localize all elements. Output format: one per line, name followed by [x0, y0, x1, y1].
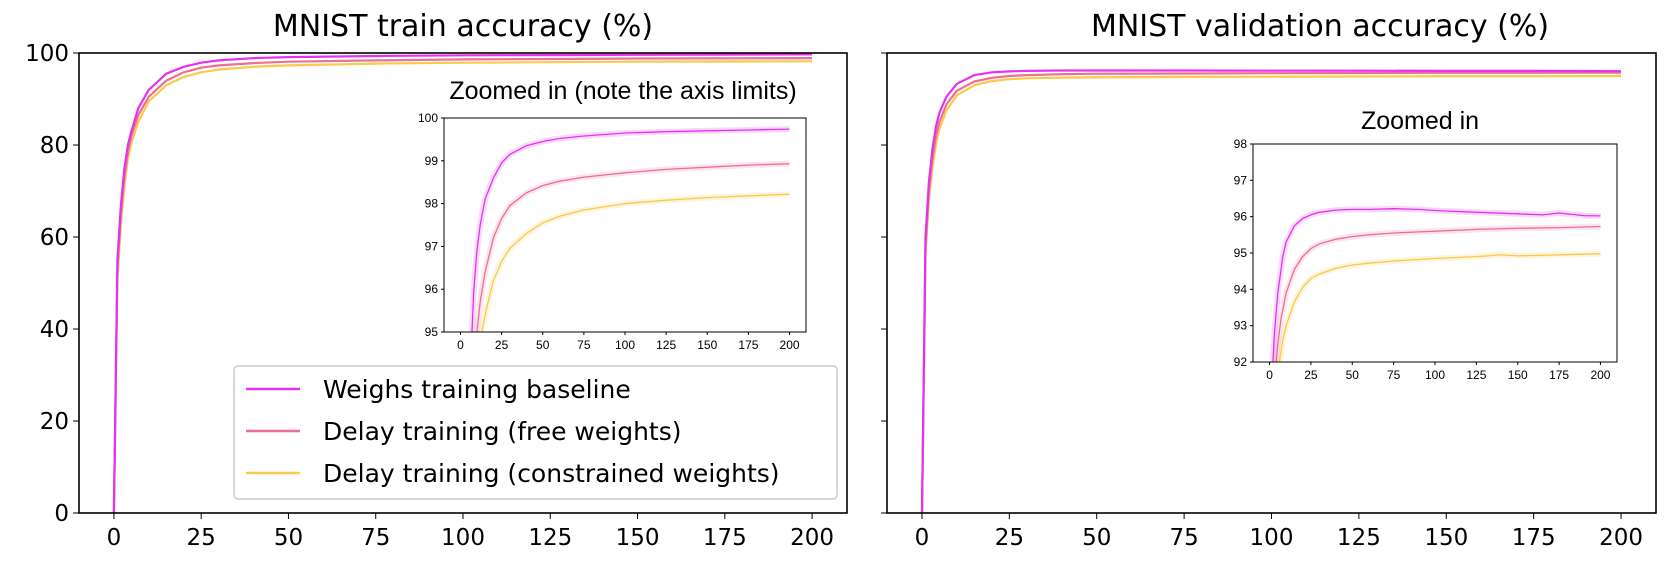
- val-line-constrained: [920, 74, 1622, 514]
- train-ytick-label-0: 0: [54, 501, 69, 527]
- train_inset-xtick-label-8: 200: [780, 338, 800, 352]
- train-ytick-label-4: 80: [40, 133, 69, 159]
- legend-label-constrained: Delay training (constrained weights): [323, 459, 780, 488]
- val_inset-ytick-label-5: 97: [1234, 173, 1248, 187]
- train-ytick-label-2: 40: [40, 317, 69, 343]
- val_inset-xtick-label-6: 150: [1508, 368, 1528, 382]
- val_inset-line-free: [1275, 225, 1601, 363]
- val_inset-ytick-label-1: 93: [1234, 319, 1248, 333]
- train-inset-series-lines: [469, 126, 790, 333]
- val-xtick-label-1: 25: [995, 525, 1024, 551]
- legend-label-free: Delay training (free weights): [323, 417, 682, 446]
- train_inset-line-constrained: [481, 193, 790, 333]
- train-inset-title: Zoomed in (note the axis limits): [449, 77, 796, 105]
- train-xtick-label-2: 50: [274, 525, 303, 551]
- train-xtick-label-0: 0: [107, 525, 122, 551]
- train_inset-xtick-label-3: 75: [577, 338, 591, 352]
- train-inset: Zoomed in (note the axis limits) 0 25 50 75…: [418, 77, 807, 352]
- train-ytick-label-1: 20: [40, 409, 69, 435]
- validation-panel: MNIST validation accuracy (%) 0 25 50 75 100…: [881, 9, 1657, 551]
- train-xtick-label-7: 175: [703, 525, 747, 551]
- val_inset-xtick-label-0: 0: [1266, 368, 1273, 382]
- train-panel: MNIST train accuracy (%) 0 25 50 75 100 125 15…: [25, 9, 848, 551]
- train-xtick-label-8: 200: [790, 525, 834, 551]
- train-xtick-label-4: 100: [441, 525, 485, 551]
- validation-series-lines: [920, 69, 1622, 514]
- train_inset-xtick-label-4: 100: [615, 338, 635, 352]
- val-xtick-label-2: 50: [1082, 525, 1111, 551]
- train_inset-line-free: [476, 163, 790, 333]
- val_inset-ytick-label-0: 92: [1234, 355, 1248, 369]
- train-xtick-label-5: 125: [528, 525, 572, 551]
- train_inset-ytick-label-2: 97: [425, 239, 439, 253]
- train_inset-xtick-label-0: 0: [457, 338, 464, 352]
- val-xtick-label-7: 175: [1512, 525, 1556, 551]
- val_inset-ytick-label-2: 94: [1234, 282, 1248, 296]
- val_inset-xtick-label-7: 175: [1549, 368, 1569, 382]
- val-xtick-label-6: 150: [1424, 525, 1468, 551]
- val_inset-line-baseline: [1272, 208, 1601, 363]
- train_inset-xtick-label-1: 25: [495, 338, 509, 352]
- val_inset-line-constrained: [1278, 253, 1601, 363]
- train-xtick-label-3: 75: [361, 525, 390, 551]
- train_inset-xtick-label-6: 150: [697, 338, 717, 352]
- val_inset-xtick-label-8: 200: [1590, 368, 1610, 382]
- val_inset-xtick-label-3: 75: [1387, 368, 1401, 382]
- val_inset-xtick-label-2: 50: [1346, 368, 1360, 382]
- train_inset-ytick-label-0: 95: [425, 325, 439, 339]
- validation-inset-title: Zoomed in: [1361, 107, 1479, 135]
- val-line-baseline: [920, 69, 1622, 514]
- val_inset-xtick-label-1: 25: [1304, 368, 1318, 382]
- val_inset-ytick-label-6: 98: [1234, 137, 1248, 151]
- train-chart-title: MNIST train accuracy (%): [273, 9, 653, 44]
- legend-label-baseline: Weighs training baseline: [323, 375, 631, 404]
- train_inset-ytick-label-4: 99: [425, 154, 439, 168]
- val-xtick-label-3: 75: [1169, 525, 1198, 551]
- val_inset-xtick-label-5: 125: [1466, 368, 1486, 382]
- validation-inset: Zoomed in 0 25 50 75 100 125 150 175 200 92 93 94 95…: [1234, 107, 1618, 382]
- validation-chart-title: MNIST validation accuracy (%): [1091, 9, 1549, 44]
- train-series-lines: [112, 53, 813, 514]
- train-ytick-label-3: 60: [40, 225, 69, 251]
- train-ytick-label-5: 100: [25, 41, 69, 67]
- val_inset-ytick-label-3: 95: [1234, 246, 1248, 260]
- train_inset-xtick-label-2: 50: [536, 338, 550, 352]
- val-xtick-label-5: 125: [1337, 525, 1381, 551]
- train-inset-background: [444, 118, 806, 332]
- val_inset-xtick-label-4: 100: [1425, 368, 1445, 382]
- train-xtick-label-1: 25: [187, 525, 216, 551]
- train_inset-xtick-label-5: 125: [656, 338, 676, 352]
- train_inset-xtick-label-7: 175: [738, 338, 758, 352]
- train-line-baseline: [112, 53, 813, 514]
- train-xtick-label-6: 150: [616, 525, 660, 551]
- train_inset-ytick-label-3: 98: [425, 197, 439, 211]
- validation-inset-background: [1253, 144, 1617, 362]
- val-xtick-label-0: 0: [915, 525, 930, 551]
- train-axes: 0 25 50 75 100 125 150 175 200 0 20 40 60 80 100: [25, 41, 834, 551]
- val_inset-ytick-label-4: 96: [1234, 210, 1248, 224]
- legend: Weighs training baseline Delay training …: [233, 365, 838, 500]
- legend-box: [233, 365, 838, 500]
- validation-inset-axes: 0 25 50 75 100 125 150 175 200 92 93 94 95 96 97 98: [1234, 137, 1611, 382]
- validation-inset-series-lines: [1269, 205, 1601, 363]
- train_inset-ytick-label-5: 100: [418, 111, 438, 125]
- train_inset-line-baseline: [471, 128, 790, 333]
- val-line-free: [920, 71, 1622, 514]
- validation-axes: 0 25 50 75 100 125 150 175 200: [881, 52, 1643, 551]
- val-xtick-label-8: 200: [1599, 525, 1643, 551]
- train_inset-ytick-label-1: 96: [425, 282, 439, 296]
- train-inset-axes: 0 25 50 75 100 125 150 175 200 95 96 97 98 99 100: [418, 111, 800, 352]
- val-xtick-label-4: 100: [1250, 525, 1294, 551]
